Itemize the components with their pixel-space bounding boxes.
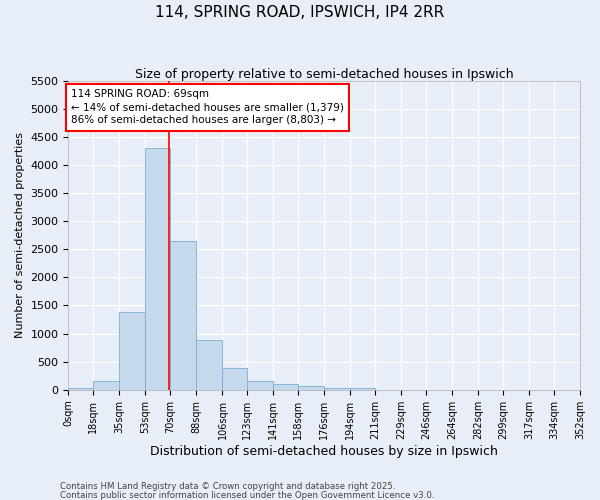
Bar <box>68 388 93 390</box>
Bar <box>350 388 375 390</box>
Bar <box>170 241 196 390</box>
Bar <box>93 382 119 390</box>
Bar <box>247 382 274 390</box>
Bar <box>145 148 170 390</box>
Text: 114 SPRING ROAD: 69sqm
← 14% of semi-detached houses are smaller (1,379)
86% of : 114 SPRING ROAD: 69sqm ← 14% of semi-det… <box>71 89 344 126</box>
Text: Contains public sector information licensed under the Open Government Licence v3: Contains public sector information licen… <box>60 490 434 500</box>
Bar <box>274 384 298 390</box>
Bar <box>298 386 324 390</box>
Bar <box>223 368 247 390</box>
X-axis label: Distribution of semi-detached houses by size in Ipswich: Distribution of semi-detached houses by … <box>150 444 498 458</box>
Bar <box>196 340 223 390</box>
Bar <box>119 312 145 390</box>
Text: Contains HM Land Registry data © Crown copyright and database right 2025.: Contains HM Land Registry data © Crown c… <box>60 482 395 491</box>
Y-axis label: Number of semi-detached properties: Number of semi-detached properties <box>15 132 25 338</box>
Text: 114, SPRING ROAD, IPSWICH, IP4 2RR: 114, SPRING ROAD, IPSWICH, IP4 2RR <box>155 5 445 20</box>
Title: Size of property relative to semi-detached houses in Ipswich: Size of property relative to semi-detach… <box>135 68 514 80</box>
Bar <box>324 388 350 390</box>
